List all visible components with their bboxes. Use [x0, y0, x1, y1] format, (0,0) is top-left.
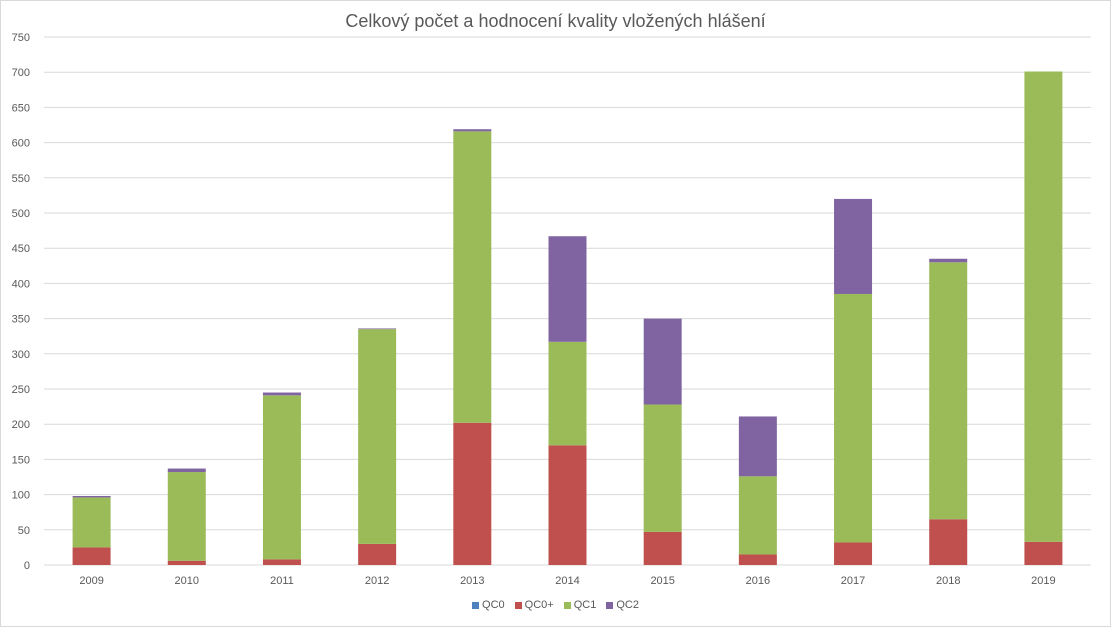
legend-item: QC2: [606, 599, 639, 611]
legend-item: QC0+: [514, 599, 554, 611]
bar-segment-qc0plus-2011: [262, 559, 301, 565]
bar-segment-qc1-2019: [1024, 71, 1063, 542]
bar-segment-qc0plus-2018: [929, 519, 968, 565]
chart-title: Celkový počet a hodnocení kvality vložen…: [345, 11, 766, 31]
y-tick-label: 0: [24, 560, 30, 572]
x-tick-label: 2012: [365, 575, 389, 587]
y-tick-label: 250: [12, 384, 30, 396]
y-tick-label: 600: [12, 138, 30, 150]
bar-segment-qc2-2009: [72, 496, 111, 498]
bar-segment-qc2-2012: [358, 328, 397, 330]
x-tick-label: 2017: [841, 575, 865, 587]
y-tick-label: 500: [12, 208, 30, 220]
bar-segment-qc0plus-2010: [167, 560, 206, 565]
legend-swatch: [514, 601, 522, 609]
legend-item: QC0: [472, 599, 505, 611]
y-axis-ticks: 0 50 100 150 200 250 300 350 400 450 500 550 600 650 7…: [12, 32, 30, 572]
legend: QC0 QC0+ QC1 QC2: [0, 599, 1111, 611]
y-tick-label: 300: [12, 349, 30, 361]
bar-segment-qc2-2010: [167, 468, 206, 473]
y-tick-label: 700: [12, 67, 30, 79]
y-tick-label: 450: [12, 243, 30, 255]
x-tick-label: 2014: [555, 575, 579, 587]
y-tick-label: 200: [12, 419, 30, 431]
y-tick-label: 50: [18, 525, 30, 537]
bar-segment-qc0plus-2015: [643, 531, 682, 565]
x-tick-label: 2018: [936, 575, 960, 587]
legend-label: QC0: [482, 599, 505, 611]
bar-segment-qc1-2011: [262, 395, 301, 560]
bar-segment-qc1-2015: [643, 404, 682, 532]
y-tick-label: 100: [12, 490, 30, 502]
bar-segment-qc0plus-2009: [72, 547, 111, 565]
legend-label: QC0+: [524, 599, 554, 611]
bar-segment-qc1-2017: [834, 293, 873, 543]
bar-segment-qc2-2014: [548, 236, 587, 342]
bar-segment-qc0plus-2013: [453, 422, 492, 565]
bar-segment-qc0plus-2012: [358, 543, 397, 565]
x-axis-ticks: 2009 2010 2011 2012 2013 2014 2015 2016 2017 2018…: [79, 575, 1055, 587]
bar-segment-qc1-2016: [738, 476, 777, 555]
y-tick-label: 400: [12, 278, 30, 290]
x-tick-label: 2009: [79, 575, 103, 587]
legend-label: QC1: [573, 599, 597, 611]
bar-segment-qc1-2012: [358, 329, 397, 544]
y-tick-label: 550: [12, 173, 30, 185]
bar-segment-qc1-2018: [929, 262, 968, 520]
legend-item: QC1: [563, 599, 597, 611]
bar-segment-qc2-2017: [834, 198, 873, 294]
legend-label: QC2: [616, 599, 639, 611]
bar-segment-qc2-2018: [929, 258, 968, 263]
bar-segment-qc0plus-2014: [548, 445, 587, 565]
x-tick-label: 2016: [746, 575, 770, 587]
bar-segment-qc0plus-2019: [1024, 541, 1063, 565]
legend-swatch: [563, 601, 571, 609]
x-tick-label: 2010: [175, 575, 199, 587]
bar-segment-qc0plus-2016: [738, 554, 777, 565]
bar-segment-qc2-2013: [453, 129, 492, 132]
bar-segment-qc0plus-2017: [834, 542, 873, 565]
x-tick-label: 2013: [460, 575, 484, 587]
legend-swatch: [606, 601, 614, 609]
bar-segment-qc1-2010: [167, 472, 206, 561]
x-tick-label: 2011: [270, 575, 294, 587]
x-tick-label: 2019: [1031, 575, 1055, 587]
bars: [72, 71, 1063, 565]
bar-segment-qc2-2016: [738, 416, 777, 477]
y-tick-label: 750: [12, 32, 30, 44]
bar-segment-qc1-2013: [453, 131, 492, 423]
bar-segment-qc1-2009: [72, 497, 111, 548]
bar-segment-qc1-2014: [548, 341, 587, 446]
bar-segment-qc2-2011: [262, 392, 301, 396]
y-tick-label: 650: [12, 102, 30, 114]
y-tick-label: 350: [12, 314, 30, 326]
bar-segment-qc2-2015: [643, 318, 682, 405]
legend-swatch: [472, 601, 480, 609]
y-tick-label: 150: [12, 454, 30, 466]
x-tick-label: 2015: [650, 575, 674, 587]
